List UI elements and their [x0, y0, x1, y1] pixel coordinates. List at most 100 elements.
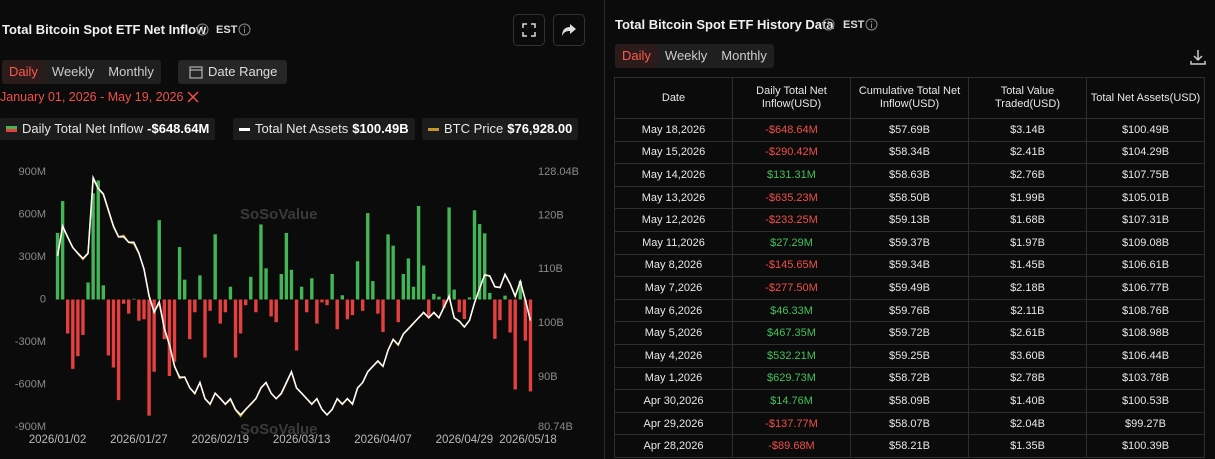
- clear-date-icon[interactable]: [187, 91, 199, 103]
- table-cell: $532.21M: [732, 343, 851, 368]
- tab[interactable]: Weekly: [51, 64, 95, 79]
- bar: [213, 234, 217, 300]
- table-cell: $2.41B: [968, 140, 1087, 165]
- period-tabs: Daily Weekly Monthly: [2, 60, 161, 84]
- tab[interactable]: Daily: [615, 44, 658, 68]
- bar: [218, 299, 222, 324]
- table-wrap: Date Daily Total Net Inflow(USD) Cumulativ…: [614, 77, 1205, 458]
- table-cell: May 8,2026: [614, 253, 733, 278]
- tab[interactable]: Monthly: [108, 64, 154, 79]
- timezone[interactable]: EST: [216, 24, 238, 36]
- table-cell: May 14,2026: [614, 163, 733, 187]
- table-cell: $106.77B: [1086, 276, 1205, 300]
- info-icon[interactable]: [238, 23, 251, 36]
- table-cell: $58.21B: [850, 434, 969, 458]
- table-cell: $103.78B: [1086, 366, 1205, 391]
- bar: [127, 299, 131, 314]
- line: [56, 174, 532, 416]
- download-icon[interactable]: [1189, 48, 1207, 66]
- table-cell: $2.76B: [968, 163, 1087, 187]
- tab[interactable]: Daily: [2, 60, 45, 84]
- bar: [411, 286, 416, 300]
- table-row: Apr 28,2026 -$89.68M $58.21B $1.35B $100.39B: [614, 434, 1205, 458]
- bar: [71, 299, 75, 369]
- table-cell: May 6,2026: [614, 298, 733, 323]
- column-header: Cumulative Total Net Inflow(USD): [850, 77, 969, 119]
- table-cell: -$290.42M: [732, 140, 851, 165]
- bar: [310, 278, 314, 300]
- divider: [604, 0, 605, 459]
- fullscreen-button[interactable]: [513, 14, 545, 46]
- table-cell: $108.98B: [1086, 321, 1205, 345]
- bar: [442, 299, 446, 308]
- table-row: May 8,2026 -$145.65M $59.34B $1.45B $106.61B: [614, 253, 1205, 278]
- table-panel-title: Total Bitcoin Spot ETF History Data: [615, 17, 834, 32]
- table-cell: May 5,2026: [614, 321, 733, 345]
- bar: [427, 299, 431, 317]
- date-range-button[interactable]: Date Range: [178, 60, 288, 84]
- bar: [457, 299, 461, 313]
- table-cell: $104.29B: [1086, 140, 1205, 165]
- bar: [493, 299, 497, 339]
- y2-tick-label: 110B: [538, 263, 563, 275]
- bar: [376, 299, 380, 314]
- table-cell: May 11,2026: [614, 230, 733, 255]
- bar: [513, 299, 517, 390]
- y2-tick-label: 80.74B: [538, 421, 573, 433]
- table-cell: $2.18B: [968, 276, 1087, 300]
- info-icon[interactable]: [865, 18, 878, 31]
- table-cell: $100.53B: [1086, 389, 1205, 413]
- table-row: May 4,2026 $532.21M $59.25B $3.60B $106.44B: [614, 343, 1205, 368]
- tab[interactable]: Weekly: [664, 48, 708, 63]
- table-cell: $58.34B: [850, 140, 969, 165]
- table-cell: $27.29M: [732, 230, 851, 255]
- table-cell: -$145.65M: [732, 253, 851, 278]
- bar: [416, 206, 421, 300]
- timezone[interactable]: EST: [843, 19, 865, 31]
- legend-item[interactable]: Total Net Assets $100.49B: [233, 118, 415, 140]
- legend-item[interactable]: Daily Total Net Inflow -$648.64M: [0, 118, 216, 140]
- table-row: Apr 29,2026 -$137.77M $58.07B $2.04B $99.27B: [614, 411, 1205, 436]
- y-tick-label: 900M: [18, 166, 46, 178]
- info-icon[interactable]: [196, 23, 209, 36]
- share-button[interactable]: [553, 14, 585, 46]
- table-cell: Apr 30,2026: [614, 389, 733, 413]
- y-tick-label: 300M: [18, 251, 46, 263]
- legend-label: BTC Price: [444, 121, 504, 136]
- table-cell: $58.07B: [850, 411, 969, 436]
- bar: [518, 280, 522, 300]
- bar: [498, 299, 502, 321]
- bar: [198, 275, 202, 300]
- info-icon[interactable]: [822, 18, 835, 31]
- bar: [345, 299, 350, 320]
- table-cell: May 12,2026: [614, 208, 733, 232]
- bar: [172, 299, 177, 362]
- table-cell: $46.33M: [732, 298, 851, 323]
- bar: [421, 265, 426, 300]
- bar: [467, 297, 472, 300]
- table-row: May 7,2026 -$277.50M $59.49B $2.18B $106.77B: [614, 276, 1205, 300]
- y-tick-label: -300M: [15, 336, 46, 348]
- table-row: Apr 30,2026 $14.76M $58.09B $1.40B $100.53B: [614, 389, 1205, 413]
- bar: [55, 232, 60, 300]
- y2-tick-label: 90B: [538, 371, 558, 383]
- bar: [330, 274, 334, 300]
- chart-panel-title: Total Bitcoin Spot ETF Net Inflow: [2, 22, 207, 37]
- table-cell: $100.39B: [1086, 434, 1205, 458]
- legend-label: Total Net Assets: [255, 121, 349, 136]
- x-tick-label: 2026/04/07: [354, 434, 412, 446]
- bar: [142, 299, 146, 320]
- tab[interactable]: Monthly: [721, 48, 767, 63]
- table-cell: $2.78B: [968, 366, 1087, 391]
- bar: [477, 224, 482, 300]
- table-row: May 18,2026 -$648.64M $57.69B $3.14B $100.49…: [614, 118, 1205, 142]
- legend-item[interactable]: BTC Price $76,928.00: [422, 118, 579, 140]
- table-cell: $59.72B: [850, 321, 969, 345]
- table-cell: May 4,2026: [614, 343, 733, 368]
- table-cell: $2.04B: [968, 411, 1087, 436]
- table-cell: $2.61B: [968, 321, 1087, 345]
- bar: [96, 180, 100, 300]
- watermark: SoSoValue: [240, 421, 318, 438]
- history-table: Date Daily Total Net Inflow(USD) Cumulativ…: [614, 77, 1205, 458]
- table-cell: $109.08B: [1086, 230, 1205, 255]
